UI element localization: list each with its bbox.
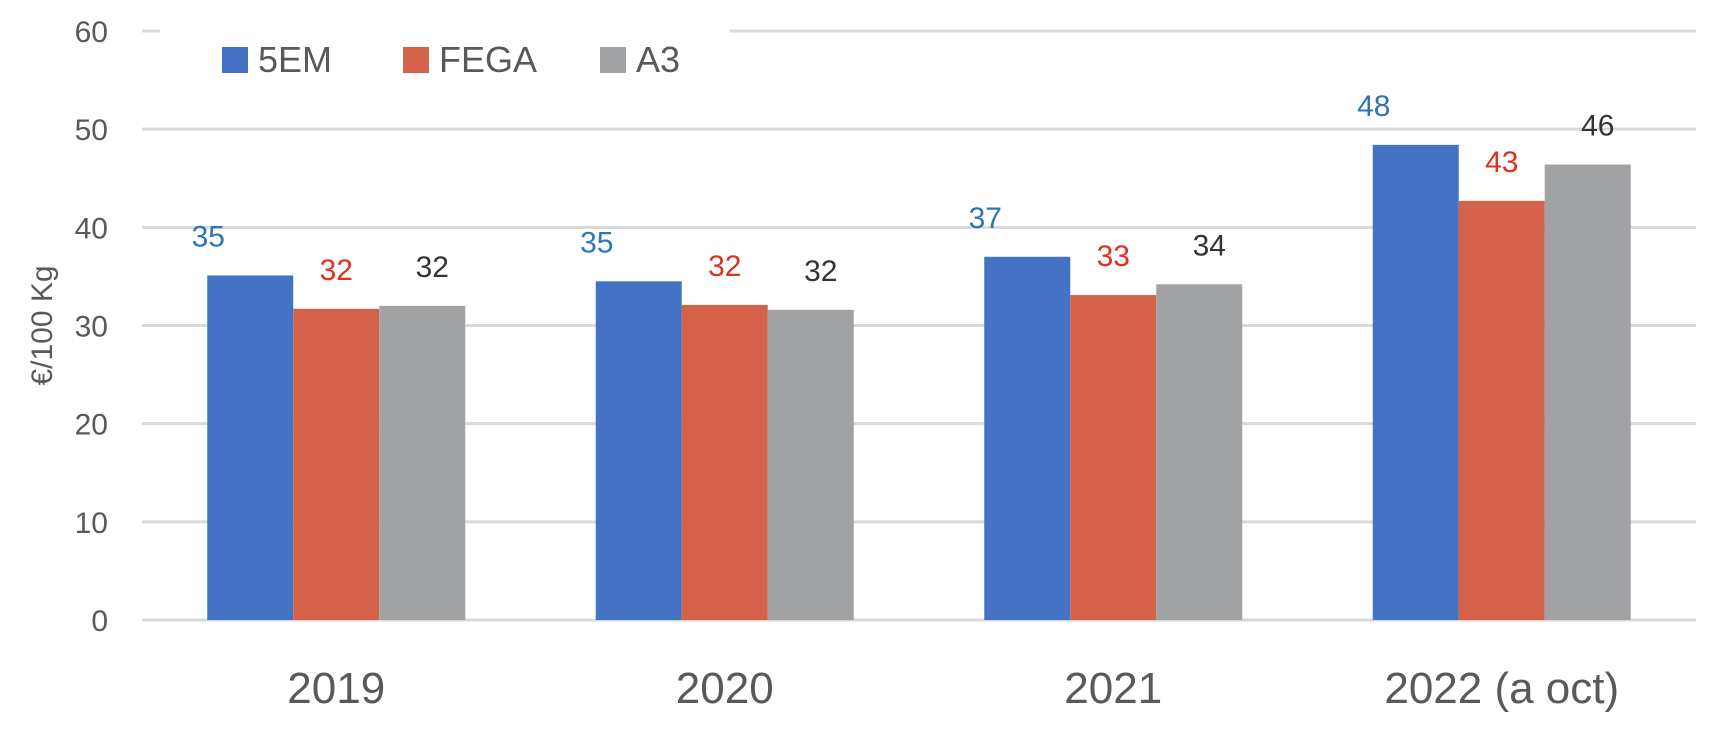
legend-label-a3: A3	[636, 39, 680, 80]
x-category-label: 2020	[676, 664, 774, 713]
y-tick-label: 0	[91, 605, 108, 638]
legend-background	[160, 14, 730, 80]
bar-a3-2021	[1156, 284, 1243, 620]
x-category-label: 2019	[287, 664, 385, 713]
data-label: 46	[1581, 110, 1614, 143]
x-axis-categories: 2019 2020 2021 2022 (a oct)	[287, 664, 1619, 713]
bar-fega-2021	[1070, 295, 1157, 620]
legend: 5EM FEGA A3	[160, 14, 730, 80]
legend-swatch-5em	[222, 47, 248, 73]
bar-5em-2021	[984, 256, 1071, 620]
data-label: 32	[708, 250, 741, 283]
legend-swatch-fega	[403, 47, 429, 73]
y-tick-label: 40	[75, 212, 108, 245]
y-tick-label: 10	[75, 507, 108, 540]
data-label: 32	[804, 255, 837, 288]
y-tick-label: 60	[75, 16, 108, 49]
data-label: 32	[416, 251, 449, 284]
bar-5em-2020	[595, 281, 682, 620]
data-label: 35	[580, 226, 613, 259]
legend-label-fega: FEGA	[439, 39, 537, 80]
data-label: 48	[1357, 90, 1390, 123]
data-label: 43	[1485, 146, 1518, 179]
y-axis-ticks: 0 10 20 30 40 50 60	[75, 16, 108, 638]
y-tick-label: 20	[75, 409, 108, 442]
bar-a3-2020	[767, 309, 854, 620]
data-label: 35	[192, 220, 225, 253]
data-label: 34	[1193, 229, 1226, 262]
data-label: 33	[1097, 240, 1130, 273]
bar-a3-2022	[1544, 164, 1631, 621]
data-label: 32	[320, 254, 353, 287]
x-category-label: 2021	[1064, 664, 1162, 713]
bar-fega-2020	[681, 304, 768, 620]
data-label: 37	[969, 202, 1002, 235]
bar-a3-2019	[379, 305, 466, 620]
legend-swatch-a3	[600, 47, 626, 73]
legend-label-5em: 5EM	[258, 39, 332, 80]
y-tick-label: 50	[75, 114, 108, 147]
y-axis-label: €/100 Kg	[26, 265, 59, 385]
bar-fega-2019	[293, 308, 380, 620]
x-category-label: 2022 (a oct)	[1384, 664, 1619, 713]
y-tick-label: 30	[75, 311, 108, 344]
bar-5em-2022	[1372, 144, 1459, 620]
bars	[207, 144, 1631, 621]
bar-5em-2019	[207, 275, 294, 620]
data-labels: 35 32 32 35 32 32 37 33 34 48 43 46	[192, 90, 1615, 288]
bar-fega-2022	[1458, 200, 1545, 620]
